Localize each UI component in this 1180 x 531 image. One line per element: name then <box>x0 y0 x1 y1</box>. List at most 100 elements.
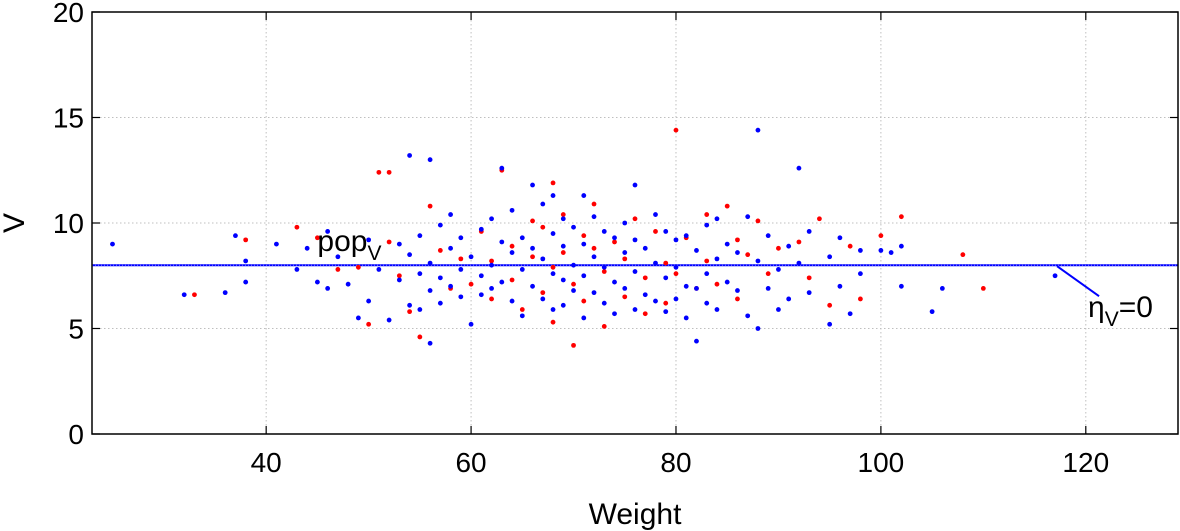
data-point <box>396 273 402 279</box>
data-point <box>407 153 413 158</box>
data-point <box>304 245 310 251</box>
data-point <box>571 262 576 268</box>
data-point <box>601 323 607 329</box>
data-point <box>714 216 720 222</box>
data-point <box>417 334 423 340</box>
data-point <box>519 267 525 272</box>
data-point <box>427 340 433 346</box>
data-point <box>806 229 812 234</box>
data-point <box>898 243 904 249</box>
data-point <box>540 296 546 302</box>
data-point <box>776 267 781 272</box>
data-point <box>929 309 935 315</box>
annotation-label-main: η <box>1088 291 1105 324</box>
data-point <box>530 245 535 251</box>
data-point <box>427 260 433 266</box>
data-point <box>448 283 453 289</box>
y-axis-label: V <box>0 213 31 233</box>
data-point <box>509 243 515 249</box>
data-point <box>673 127 679 133</box>
data-point <box>622 250 628 255</box>
data-point <box>704 258 710 264</box>
data-point <box>796 165 802 171</box>
data-point <box>550 264 556 270</box>
data-point <box>530 182 535 188</box>
data-point <box>192 292 197 298</box>
annotation-label-sub: V <box>1105 308 1119 331</box>
data-point <box>622 220 628 226</box>
data-point <box>857 296 863 302</box>
data-point <box>724 241 730 247</box>
data-point <box>417 271 423 277</box>
data-point <box>714 307 720 312</box>
data-point <box>458 267 464 272</box>
data-point <box>622 286 628 291</box>
y-tick-label: 15 <box>53 103 84 134</box>
data-point <box>806 275 812 281</box>
x-axis-label: Weight <box>589 498 682 531</box>
data-point <box>694 248 699 253</box>
data-point <box>663 229 669 234</box>
data-point <box>376 169 382 175</box>
data-point <box>222 290 228 296</box>
data-point <box>704 212 710 217</box>
data-point <box>776 245 781 251</box>
x-tick-label: 80 <box>660 447 691 478</box>
data-point <box>407 309 413 315</box>
data-point <box>366 321 372 327</box>
data-point <box>735 250 740 255</box>
data-point <box>591 290 597 296</box>
data-point <box>437 222 443 228</box>
data-point <box>591 245 597 251</box>
data-point <box>243 258 249 264</box>
data-point <box>817 216 822 222</box>
data-point <box>540 290 546 296</box>
x-tick-label: 100 <box>858 447 905 478</box>
data-point <box>806 290 812 296</box>
data-point <box>181 292 187 298</box>
data-point <box>837 283 843 289</box>
data-point <box>499 165 505 171</box>
data-point <box>796 239 802 245</box>
data-point <box>396 277 402 283</box>
x-tick-label: 40 <box>251 447 282 478</box>
data-point <box>653 229 658 234</box>
data-point <box>489 258 494 264</box>
data-point <box>314 279 320 285</box>
data-point <box>335 254 341 260</box>
data-point <box>540 256 546 262</box>
data-point <box>601 264 607 270</box>
data-point <box>755 218 761 224</box>
data-point <box>458 294 464 300</box>
plot-frame <box>91 11 1179 435</box>
y-tick-label: 10 <box>53 208 84 239</box>
y-tick-label: 20 <box>53 0 84 28</box>
data-point <box>294 224 300 230</box>
data-point <box>765 286 771 291</box>
data-point <box>601 269 607 274</box>
data-point <box>468 254 474 260</box>
data-point <box>530 218 535 224</box>
data-point <box>519 313 525 319</box>
data-point <box>1052 273 1058 279</box>
data-point <box>847 243 853 249</box>
data-point <box>632 216 638 222</box>
data-point <box>632 269 638 274</box>
data-point <box>745 214 751 220</box>
data-point <box>601 229 607 234</box>
x-tick-label: 60 <box>455 447 486 478</box>
data-point <box>274 241 279 247</box>
data-point <box>509 277 515 283</box>
data-point <box>612 239 617 245</box>
data-point <box>591 214 597 220</box>
data-point <box>857 248 863 253</box>
data-point <box>499 239 505 245</box>
data-point <box>233 233 238 239</box>
data-point <box>653 298 658 304</box>
data-point <box>796 260 802 266</box>
data-point <box>888 250 894 255</box>
data-point <box>448 245 453 251</box>
data-point <box>878 248 884 253</box>
data-point <box>704 300 710 306</box>
